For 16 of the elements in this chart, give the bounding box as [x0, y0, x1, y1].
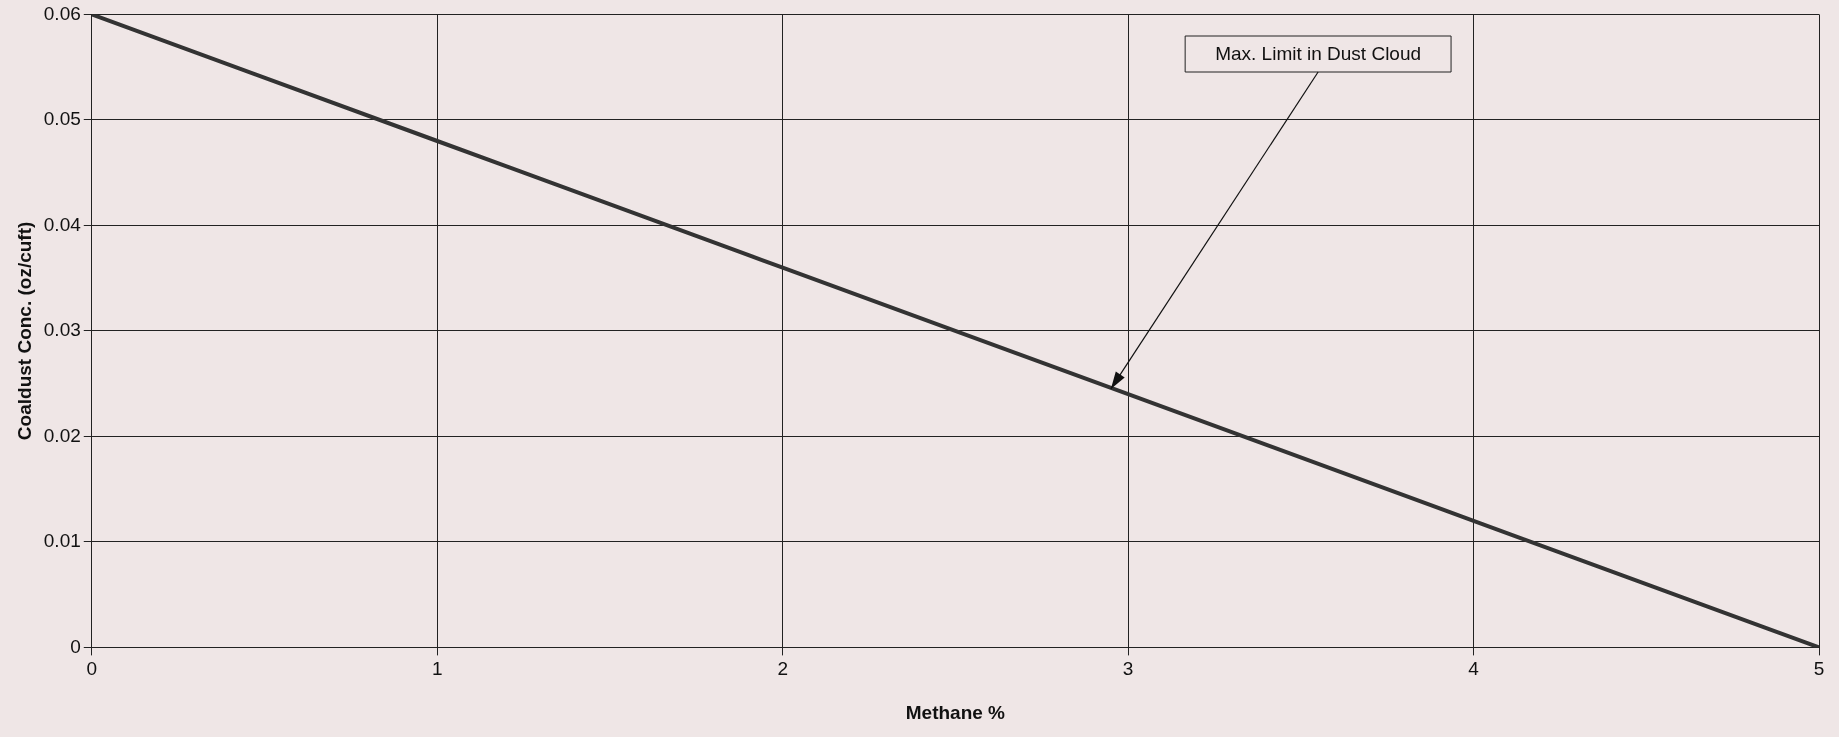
y-tick-label: 0.04 — [43, 213, 82, 235]
x-tick-label: 5 — [1813, 658, 1825, 680]
y-axis-title: Coaldust Conc. (oz/cuft) — [13, 221, 35, 441]
y-tick-label: 0.02 — [43, 424, 81, 446]
x-tick-label: 1 — [431, 658, 443, 680]
annotation: Max. Limit in Dust Cloud — [1215, 43, 1422, 65]
y-tick-label: 0.06 — [43, 2, 81, 24]
y-tick-label: 0.03 — [43, 319, 81, 341]
x-tick-label: 0 — [86, 658, 98, 680]
x-axis-title: Methane % — [905, 701, 1006, 723]
y-tick-label: 0.05 — [43, 108, 81, 130]
x-tick-label: 3 — [1122, 658, 1134, 680]
y-tick-label: 0 — [70, 635, 81, 657]
x-tick-label: 2 — [777, 658, 788, 680]
y-tick-label: 0.01 — [43, 530, 81, 552]
x-tick-label: 4 — [1468, 658, 1480, 680]
